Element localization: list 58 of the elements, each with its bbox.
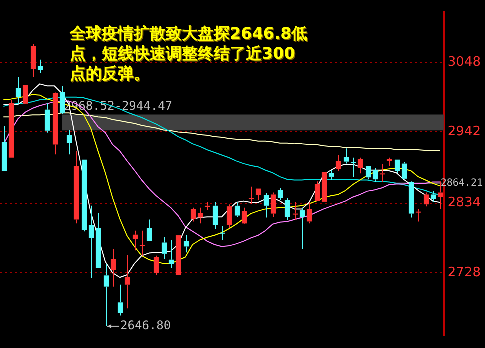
candlestick	[430, 190, 436, 202]
candlestick	[306, 202, 312, 224]
candlestick	[220, 226, 226, 241]
candlestick	[438, 181, 444, 210]
candlestick	[44, 102, 50, 134]
candlestick	[366, 166, 372, 180]
candlestick	[38, 59, 44, 74]
candlestick	[2, 126, 8, 172]
candlestick	[344, 148, 350, 164]
candlestick	[350, 157, 356, 178]
candlestick	[8, 99, 14, 158]
candlestick	[372, 168, 378, 183]
candlestick	[74, 150, 80, 224]
candlestick	[328, 170, 334, 181]
candlestick	[408, 182, 414, 218]
candlestick	[248, 186, 254, 204]
candlestick	[416, 208, 422, 222]
annotation: 2646.80	[120, 318, 172, 333]
candlestick	[16, 76, 22, 106]
candlestick	[30, 44, 36, 78]
candlestick	[118, 284, 124, 316]
candlestick	[386, 157, 392, 167]
candlestick	[336, 154, 342, 172]
candlestick	[146, 219, 152, 242]
candlestick	[242, 207, 248, 224]
candlestick	[198, 207, 204, 224]
y-tick-label: 3048	[448, 54, 482, 70]
candlestick	[66, 130, 72, 156]
candlestick	[234, 202, 240, 218]
candlestick	[96, 212, 102, 268]
candlestick	[256, 188, 262, 200]
candlestick	[162, 237, 168, 260]
candlestick	[284, 198, 290, 221]
y-tick-label: 2942	[448, 124, 482, 140]
candlestick	[60, 86, 66, 115]
candlestick	[124, 254, 130, 310]
candlestick	[226, 204, 232, 229]
candlestick	[132, 230, 138, 252]
candlestick	[52, 93, 58, 156]
candlestick	[212, 201, 218, 230]
candlestick	[264, 192, 270, 218]
candlestick	[140, 230, 146, 256]
candlestick	[110, 248, 116, 288]
candlestick	[394, 160, 400, 174]
candlestick	[88, 205, 94, 279]
candlestick	[168, 240, 174, 269]
candlestick	[402, 162, 408, 179]
candlestick	[300, 207, 306, 250]
y-tick-label: 2834	[448, 196, 482, 211]
text: 全球疫情扩散致大盘探2646.8低点，短线快速调整终结了近300点的反弹。	[70, 24, 309, 84]
candlestick	[358, 157, 364, 174]
candlestick	[292, 201, 298, 221]
candlestick	[154, 255, 160, 276]
y-tick-label: 2728	[448, 265, 482, 280]
candlestick	[184, 235, 190, 254]
candlestick	[278, 188, 284, 200]
candlestick	[314, 181, 320, 202]
candlestick	[380, 164, 386, 183]
